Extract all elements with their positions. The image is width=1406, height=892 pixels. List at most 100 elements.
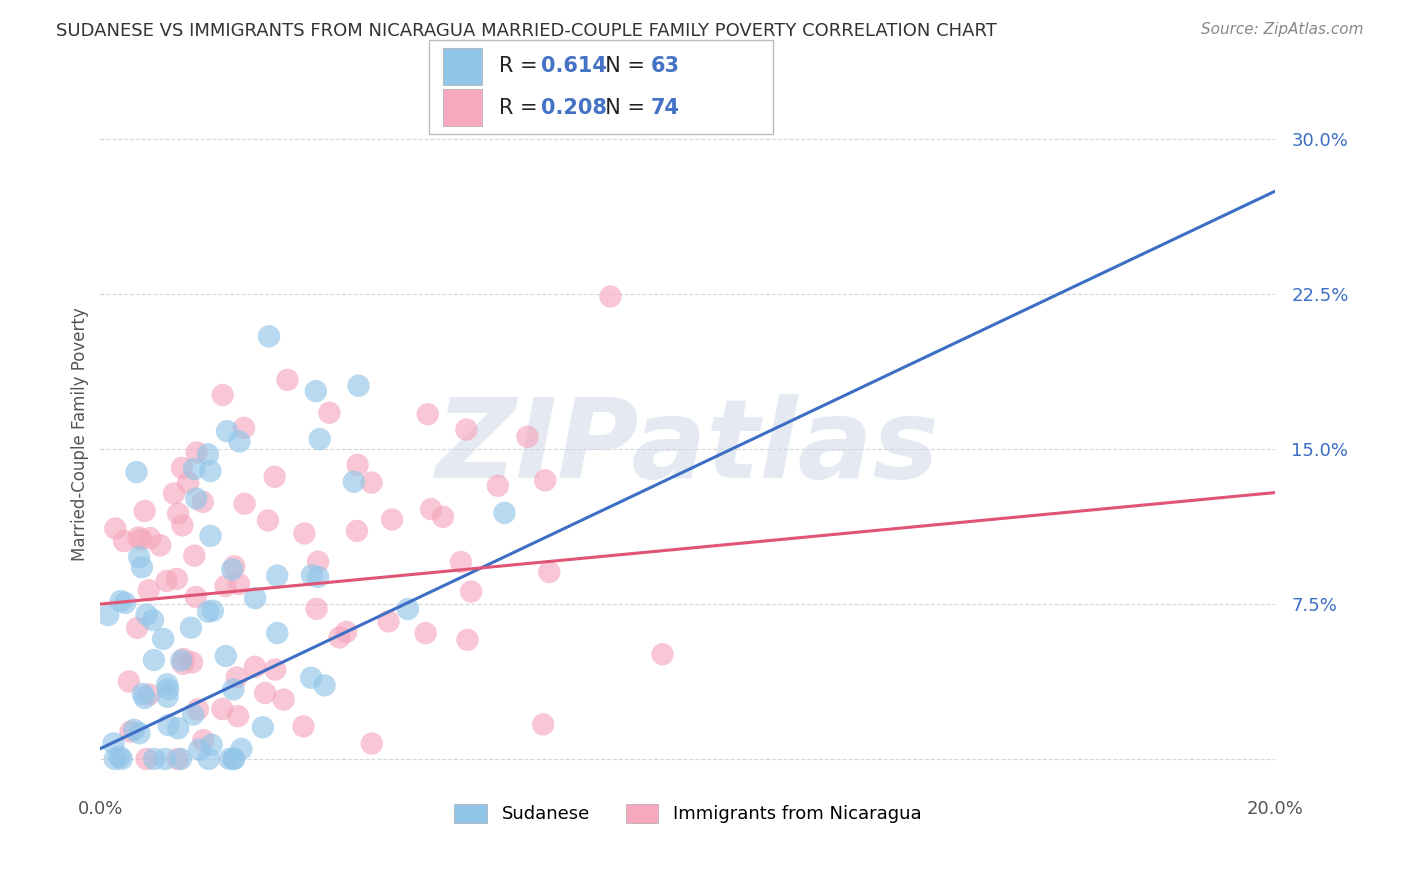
Point xyxy=(396,602,419,616)
Point xyxy=(252,720,274,734)
Point xyxy=(138,583,160,598)
Point xyxy=(301,568,323,582)
Point xyxy=(224,559,246,574)
Point xyxy=(254,686,277,700)
Point xyxy=(127,531,149,545)
Point xyxy=(122,723,145,737)
Point xyxy=(118,674,141,689)
Text: R =: R = xyxy=(499,56,544,77)
Point xyxy=(172,518,194,533)
Point xyxy=(167,721,190,735)
Point xyxy=(231,742,253,756)
Point xyxy=(224,752,246,766)
Point xyxy=(166,752,188,766)
Point xyxy=(211,388,233,402)
Point xyxy=(531,717,554,731)
Point xyxy=(276,373,298,387)
Point xyxy=(112,534,135,549)
Point xyxy=(346,524,368,538)
Point xyxy=(307,555,329,569)
Point xyxy=(347,378,370,392)
Point xyxy=(181,656,204,670)
Text: ZIPatlas: ZIPatlas xyxy=(436,394,939,501)
Point xyxy=(200,464,222,478)
Point xyxy=(186,491,208,506)
Point xyxy=(377,615,399,629)
Point xyxy=(197,752,219,766)
Point xyxy=(273,692,295,706)
Point xyxy=(215,424,238,438)
Point xyxy=(228,434,250,449)
Point xyxy=(233,421,256,435)
Point xyxy=(599,289,621,303)
Point xyxy=(226,709,249,723)
Point xyxy=(135,607,157,622)
Point xyxy=(263,470,285,484)
Point xyxy=(135,752,157,766)
Point xyxy=(308,432,330,446)
Point xyxy=(456,423,478,437)
Point xyxy=(486,479,509,493)
Point xyxy=(257,514,280,528)
Point xyxy=(170,752,193,766)
Point xyxy=(294,526,316,541)
Point xyxy=(104,752,127,766)
Text: SUDANESE VS IMMIGRANTS FROM NICARAGUA MARRIED-COUPLE FAMILY POVERTY CORRELATION : SUDANESE VS IMMIGRANTS FROM NICARAGUA MA… xyxy=(56,22,997,40)
Point xyxy=(201,604,224,618)
Point xyxy=(180,621,202,635)
Point xyxy=(163,486,186,500)
Point xyxy=(128,726,150,740)
Point xyxy=(143,752,166,766)
Point xyxy=(142,653,165,667)
Point xyxy=(516,430,538,444)
Point xyxy=(225,670,247,684)
Point xyxy=(305,602,328,616)
Y-axis label: Married-Couple Family Poverty: Married-Couple Family Poverty xyxy=(72,307,89,560)
Text: 74: 74 xyxy=(651,97,681,118)
Point xyxy=(228,577,250,591)
Point xyxy=(432,509,454,524)
Point xyxy=(264,663,287,677)
Point xyxy=(292,719,315,733)
Point xyxy=(243,660,266,674)
Point xyxy=(97,607,120,622)
Text: R =: R = xyxy=(499,97,544,118)
Point xyxy=(139,531,162,545)
Point xyxy=(157,718,180,732)
Point xyxy=(494,506,516,520)
Point xyxy=(416,407,439,421)
Point xyxy=(197,605,219,619)
Point xyxy=(142,613,165,627)
Point xyxy=(111,752,134,766)
Point xyxy=(184,590,207,604)
Point xyxy=(134,690,156,705)
Point xyxy=(183,462,205,476)
Point xyxy=(183,549,205,563)
Point xyxy=(360,475,382,490)
Point xyxy=(187,702,209,716)
Point xyxy=(186,445,208,459)
Point xyxy=(222,752,245,766)
Point xyxy=(191,495,214,509)
Point xyxy=(156,690,179,704)
Point xyxy=(214,579,236,593)
Point xyxy=(155,752,177,766)
Text: 0.614: 0.614 xyxy=(541,56,607,77)
Point xyxy=(156,574,179,588)
Point xyxy=(457,632,479,647)
Point xyxy=(166,572,188,586)
Point xyxy=(128,550,150,565)
Point xyxy=(181,707,204,722)
Point xyxy=(221,562,243,576)
Point xyxy=(222,682,245,697)
Point xyxy=(114,596,136,610)
Point xyxy=(651,647,673,661)
Point xyxy=(103,736,125,750)
Point xyxy=(156,677,179,691)
Point xyxy=(534,473,557,487)
Point xyxy=(233,497,256,511)
Point xyxy=(360,736,382,750)
Point xyxy=(200,738,222,752)
Point xyxy=(211,702,233,716)
Point xyxy=(218,752,240,766)
